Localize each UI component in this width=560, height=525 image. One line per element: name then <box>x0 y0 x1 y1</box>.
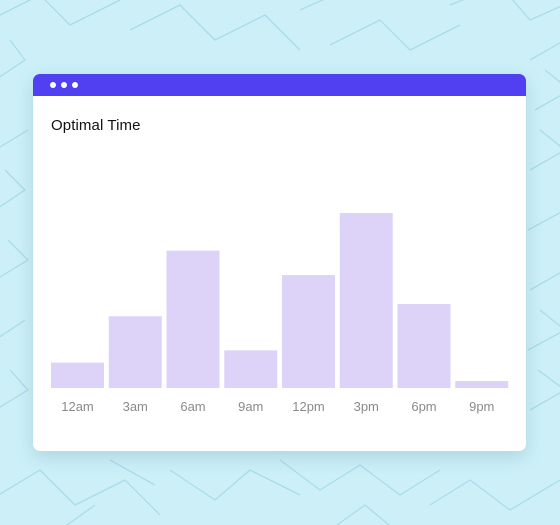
bar-chart: 12am 3am 6am 9am 12pm 3pm 6pm 9pm <box>51 213 509 414</box>
x-tick-label: 12pm <box>292 399 325 414</box>
x-tick-label: 3am <box>123 399 148 414</box>
chart-window: 12am 3am 6am 9am 12pm 3pm 6pm 9pm Optimal Time <box>33 74 526 451</box>
bar-9am <box>224 350 278 388</box>
bar-12pm <box>282 275 335 388</box>
x-tick-label: 9pm <box>469 399 494 414</box>
window-titlebar <box>33 74 526 96</box>
x-tick-label: 6pm <box>411 399 436 414</box>
bar-3pm <box>339 213 393 388</box>
bar-9pm <box>455 381 509 388</box>
x-tick-label: 9am <box>238 399 263 414</box>
window-dot-icon <box>72 82 78 88</box>
x-tick-label: 12am <box>61 399 94 414</box>
bar-3am <box>108 316 162 388</box>
chart-title: Optimal Time <box>51 117 141 134</box>
bar-6pm <box>397 304 451 388</box>
window-dot-icon <box>50 82 56 88</box>
bar-6am <box>166 250 220 388</box>
window-dot-icon <box>61 82 67 88</box>
x-tick-label: 6am <box>180 399 205 414</box>
x-tick-label: 3pm <box>354 399 379 414</box>
bar-12am <box>51 362 104 388</box>
